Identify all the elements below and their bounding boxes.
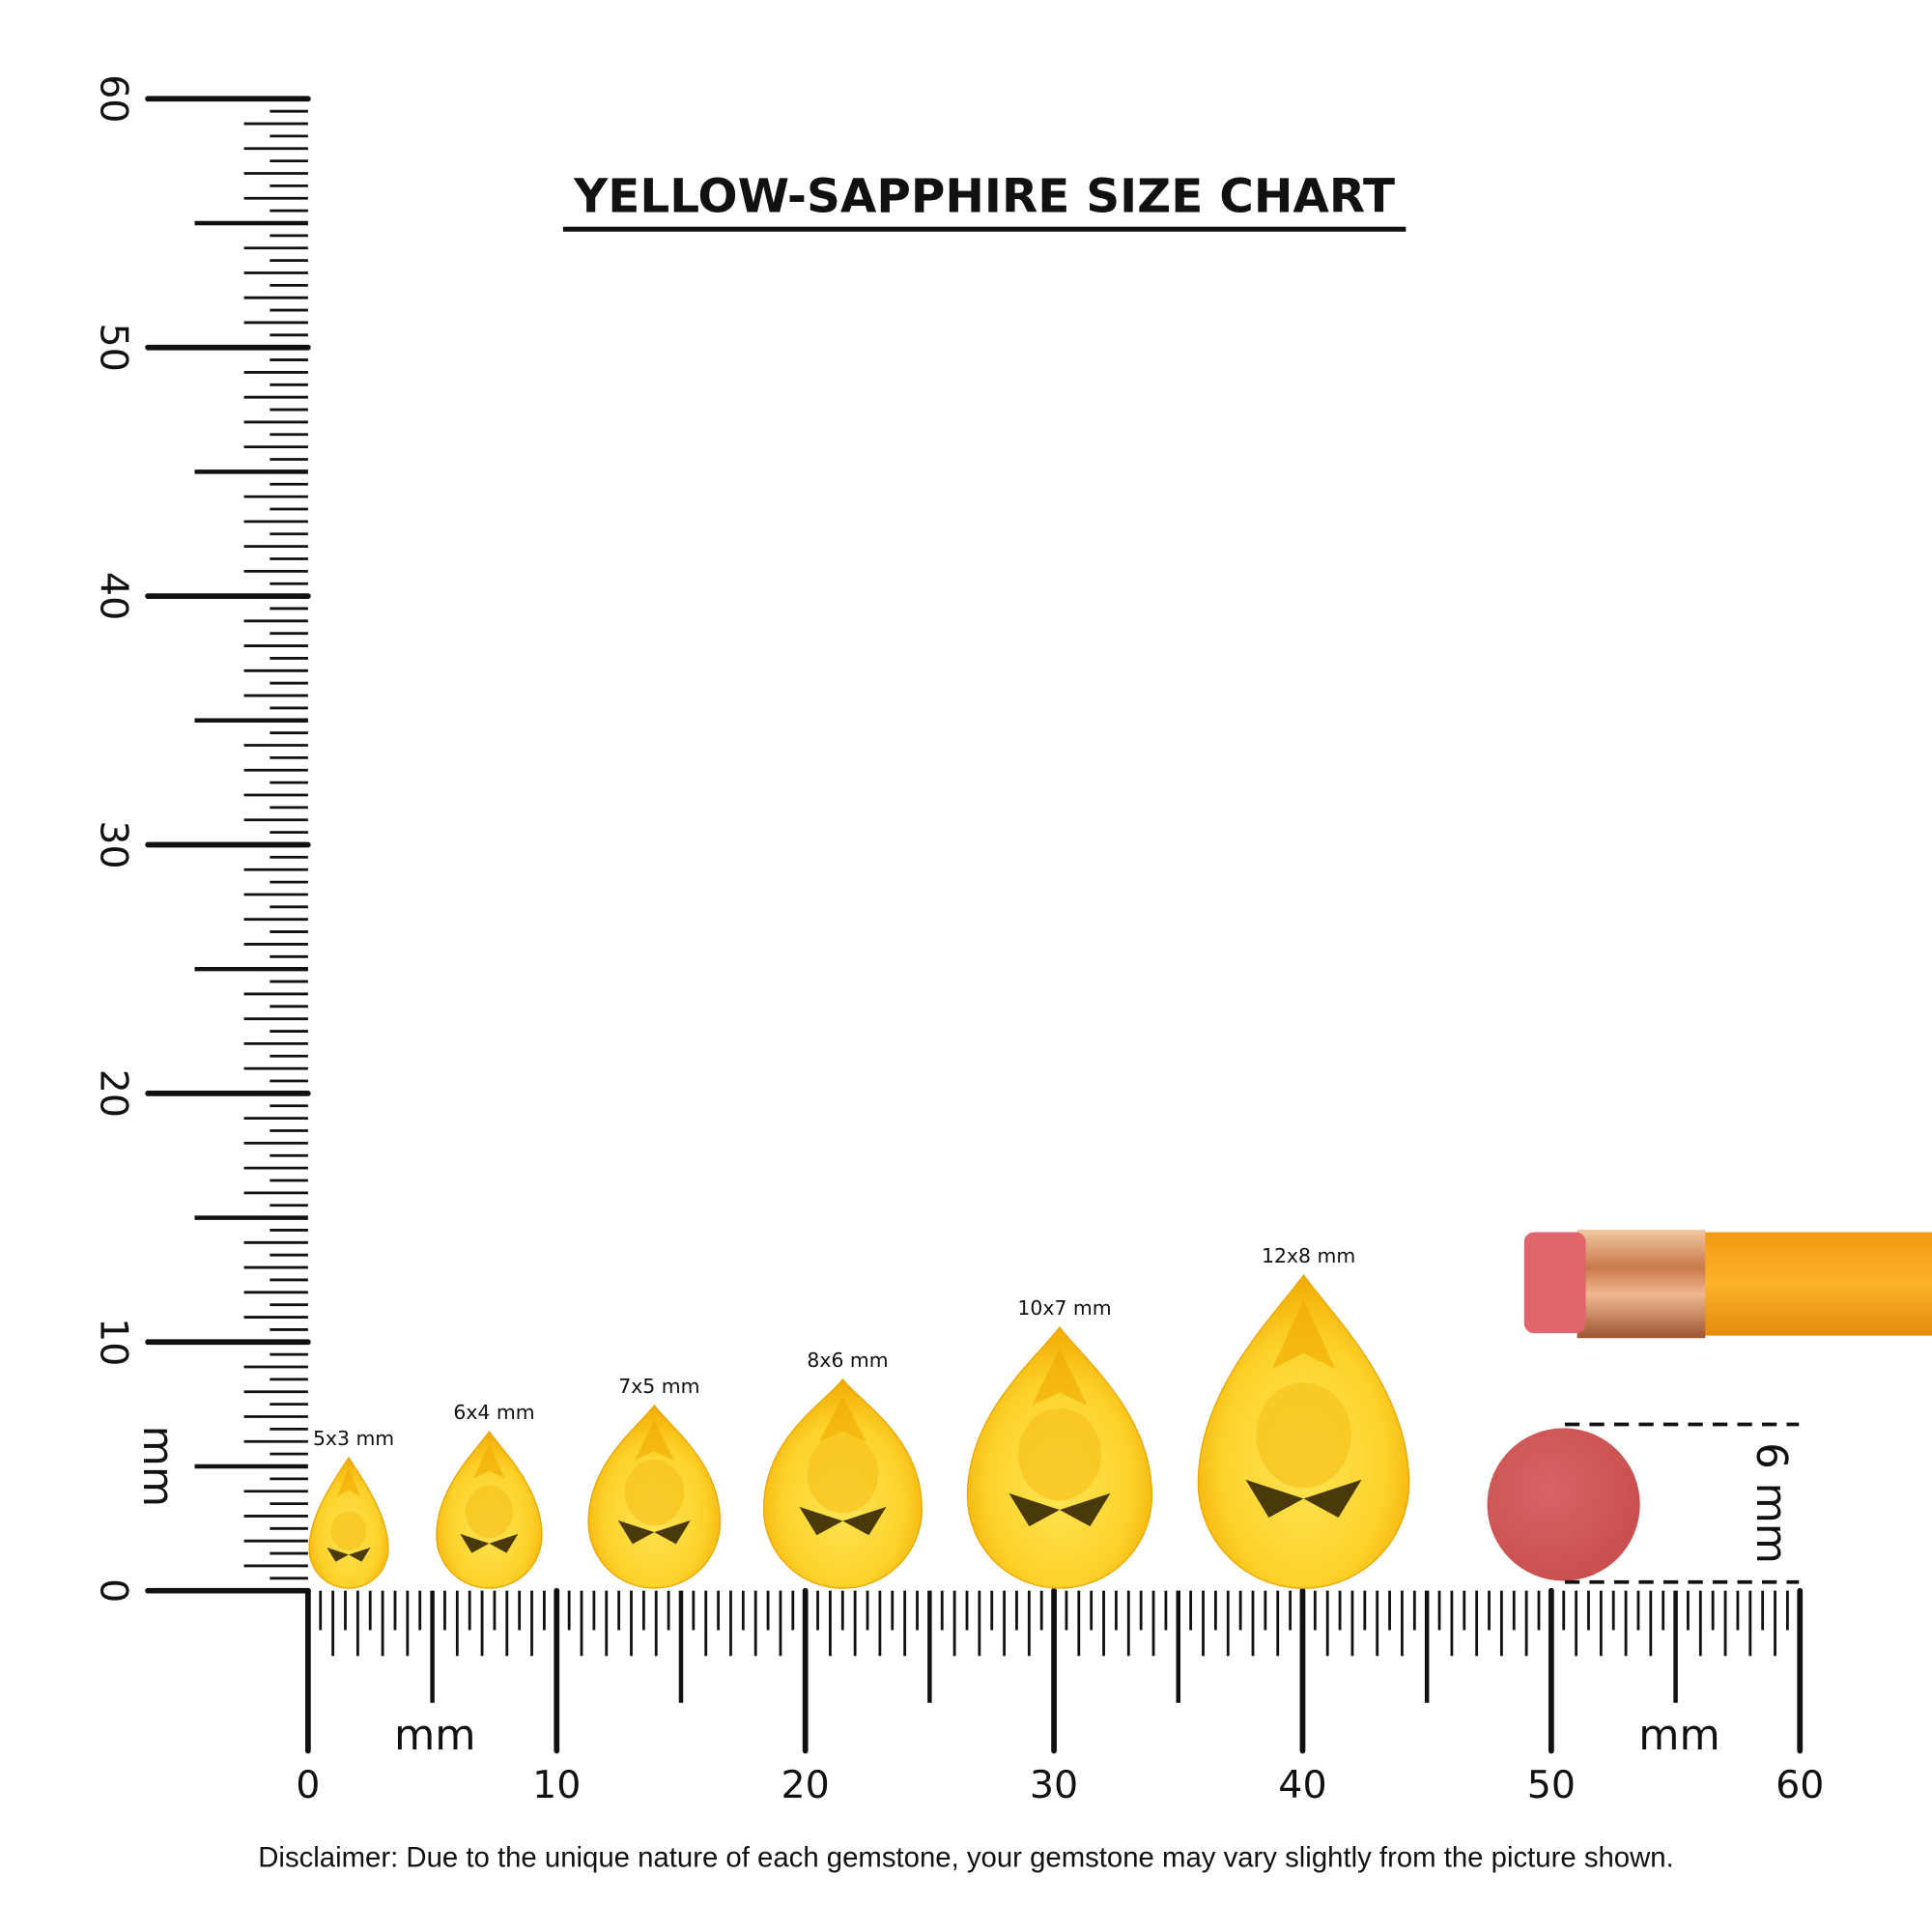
gem-12x8-mm: 12x8 mm: [1197, 1244, 1410, 1589]
gem-8x6-mm: 8x6 mm: [762, 1349, 923, 1589]
pencil-eraser: [1523, 1232, 1586, 1334]
gem-table-facet: [1256, 1382, 1351, 1489]
gem-5x3-mm: 5x3 mm: [308, 1427, 394, 1589]
gem-crown-facet: [336, 1467, 361, 1497]
gem-bowtie-shadow: [460, 1533, 519, 1553]
gem-size-label: 12x8 mm: [1262, 1244, 1355, 1267]
horizontal-ruler-label: 60: [1776, 1763, 1824, 1807]
gem-size-label: 6x4 mm: [453, 1401, 534, 1424]
gem-6x4-mm: 6x4 mm: [436, 1401, 543, 1589]
gem-table-facet: [807, 1434, 879, 1514]
gem-size-label: 5x3 mm: [313, 1427, 394, 1450]
vertical-ruler-label: 10: [92, 1318, 136, 1366]
gem-crown-facet: [1032, 1348, 1088, 1406]
vertical-ruler-label: 30: [92, 820, 136, 868]
gem-size-label: 10x7 mm: [1017, 1296, 1111, 1320]
vertical-ruler: 0 10 20 30 40 50 60: [92, 74, 311, 1603]
gem-table-facet: [330, 1511, 367, 1551]
vertical-ruler-label: 60: [92, 74, 136, 123]
title-underline: [562, 226, 1406, 232]
pencil-body: [1700, 1232, 1932, 1336]
gem-crown-facet: [818, 1396, 867, 1442]
vertical-ruler-label: 20: [92, 1069, 136, 1118]
vertical-ruler-label: 50: [92, 324, 136, 372]
horizontal-ruler-label: 20: [781, 1763, 830, 1807]
pencil-ferrule: [1577, 1229, 1706, 1339]
gem-size-label: 8x6 mm: [807, 1349, 888, 1372]
horizontal-ruler: 0 10 20 30 40 50 60: [296, 1587, 1824, 1807]
horizontal-ruler-label: 30: [1030, 1763, 1078, 1807]
pencil-image: [1523, 1229, 1932, 1339]
gem-bowtie-shadow: [327, 1547, 371, 1562]
gem-crown-facet: [473, 1443, 505, 1479]
eraser-reference-circle: [1487, 1428, 1640, 1581]
gem-10x7-mm: 10x7 mm: [966, 1296, 1153, 1589]
disclaimer-text: Disclaimer: Due to the unique nature of …: [258, 1841, 1674, 1873]
reference-size-label: 6 mm: [1747, 1442, 1795, 1564]
gem-row: 5x3 mm 6x4 mm 7x5 mm 8x6 mm 10x7 mm 12x8 mm: [308, 1244, 1410, 1589]
vertical-ruler-label: 40: [92, 572, 136, 620]
gem-bowtie-shadow: [1245, 1479, 1362, 1519]
gem-bowtie-shadow: [1009, 1492, 1111, 1527]
horizontal-unit-label-left: mm: [394, 1712, 475, 1760]
horizontal-ruler-label: 0: [296, 1763, 320, 1807]
chart-title: YELLOW-SAPPHIRE SIZE CHART: [573, 169, 1395, 223]
gem-crown-facet: [1271, 1299, 1336, 1370]
horizontal-ruler-label: 50: [1527, 1763, 1576, 1807]
gem-bowtie-shadow: [617, 1520, 691, 1545]
vertical-ruler-label: 0: [92, 1578, 136, 1603]
gem-size-label: 7x5 mm: [618, 1375, 699, 1398]
gem-table-facet: [1017, 1407, 1101, 1501]
horizontal-ruler-label: 40: [1278, 1763, 1326, 1807]
gem-crown-facet: [634, 1420, 674, 1461]
horizontal-ruler-label: 10: [532, 1763, 581, 1807]
gem-7x5-mm: 7x5 mm: [587, 1375, 722, 1589]
gem-table-facet: [465, 1485, 513, 1539]
horizontal-unit-label-right: mm: [1638, 1712, 1719, 1760]
gem-table-facet: [624, 1460, 684, 1526]
vertical-unit-label: mm: [133, 1426, 182, 1507]
